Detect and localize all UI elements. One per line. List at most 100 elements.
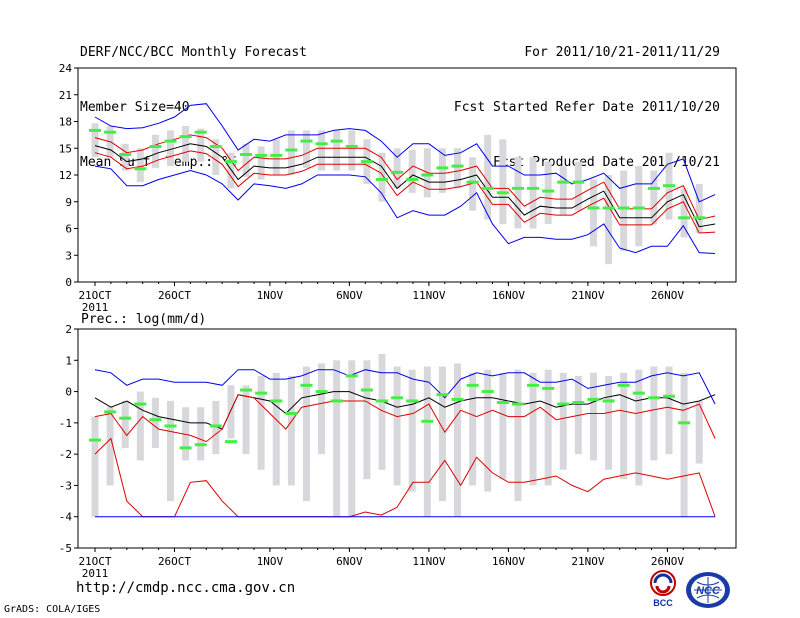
obs-marker xyxy=(557,180,570,184)
spread-bar xyxy=(121,400,129,448)
obs-marker xyxy=(406,177,419,181)
obs-marker xyxy=(345,374,358,378)
obs-marker xyxy=(119,416,132,420)
spread-bar xyxy=(227,152,235,189)
spread-bar xyxy=(589,179,597,247)
obs-marker xyxy=(481,390,494,394)
obs-marker xyxy=(406,399,419,403)
spread-bar xyxy=(227,385,235,439)
obs-marker xyxy=(632,391,645,395)
spread-bar xyxy=(197,407,205,461)
spread-bar xyxy=(408,369,416,492)
x-tick-label: 6NOV xyxy=(336,289,363,302)
y-tick-label: -1 xyxy=(59,417,72,430)
spread-bar xyxy=(272,372,280,486)
obs-marker xyxy=(466,180,479,184)
spread-bar xyxy=(680,188,688,238)
obs-marker xyxy=(587,397,600,401)
spread-bar xyxy=(574,161,582,211)
spread-bar xyxy=(272,139,280,175)
forecast-period: For 2011/10/21-2011/11/29 xyxy=(524,45,720,60)
obs-marker xyxy=(194,443,207,447)
x-tick-label: 26NOV xyxy=(651,289,684,302)
y-tick-label: 18 xyxy=(59,116,72,129)
obs-marker xyxy=(240,388,253,392)
spread-bar xyxy=(605,175,613,265)
series-line-upper-percentile xyxy=(94,394,716,443)
obs-marker xyxy=(542,386,555,390)
spread-bar xyxy=(438,366,446,502)
spread-bar xyxy=(680,372,688,517)
obs-marker xyxy=(662,184,675,188)
spread-bar xyxy=(363,360,371,480)
source-url[interactable]: http://cmdp.ncc.cma.gov.cn xyxy=(76,580,296,596)
spread-bar xyxy=(454,148,462,189)
obs-marker xyxy=(481,186,494,190)
y-tick-label: 6 xyxy=(65,223,72,236)
obs-marker xyxy=(496,191,509,195)
spread-bar xyxy=(635,369,643,486)
member-size: Member Size=40 xyxy=(80,100,190,115)
spread-bar xyxy=(620,372,628,480)
bcc-logo: BCC xyxy=(650,570,676,608)
obs-marker xyxy=(164,139,177,143)
x-year-label: 2011 xyxy=(82,301,109,314)
start-date: Fcst Started Refer Date 2011/10/20 xyxy=(453,100,720,115)
series-line-maximum xyxy=(94,103,716,203)
spread-bar xyxy=(484,369,492,492)
obs-marker xyxy=(300,139,313,143)
chart-panel-1: 0 3 6 9 12 15 18 21 24 21OCT 26OCT 1NOV 6NOV 11NOV 16N… xyxy=(59,62,737,314)
obs-marker xyxy=(315,390,328,394)
obs-marker xyxy=(270,399,283,403)
obs-marker xyxy=(602,399,615,403)
obs-marker xyxy=(285,411,298,415)
spread-bar xyxy=(514,369,522,502)
spread-bar xyxy=(378,354,386,470)
obs-marker xyxy=(451,397,464,401)
spread-bar xyxy=(257,375,265,470)
x-tick-label: 11NOV xyxy=(412,289,445,302)
obs-marker xyxy=(255,153,268,157)
spread-bar xyxy=(318,130,326,171)
y-tick-label: -5 xyxy=(59,542,72,555)
obs-marker xyxy=(119,152,132,156)
header-right: For 2011/10/21-2011/11/29 Fcst Started R… xyxy=(454,8,720,191)
spread-bar xyxy=(182,407,190,461)
spread-bar xyxy=(378,152,386,202)
obs-marker xyxy=(391,396,404,400)
y-tick-label: 21 xyxy=(59,89,72,102)
spread-bar xyxy=(257,146,265,180)
y-tick-label: 3 xyxy=(65,249,72,262)
obs-marker xyxy=(496,401,509,405)
grads-credit: GrADS: COLA/IGES xyxy=(4,604,101,615)
spread-bar xyxy=(393,148,401,189)
y-tick-label: 0 xyxy=(65,386,72,399)
spread-bar xyxy=(559,166,567,216)
obs-marker xyxy=(360,160,373,164)
spread-bar xyxy=(559,372,567,470)
obs-marker xyxy=(164,424,177,428)
spread-bar xyxy=(454,363,462,517)
spread-bar xyxy=(469,372,477,486)
spread-bar xyxy=(469,157,477,211)
spread-bar xyxy=(136,148,144,183)
spread-bar xyxy=(106,407,114,486)
x-tick-label: 16NOV xyxy=(492,555,525,568)
obs-marker xyxy=(149,144,162,148)
obs-marker xyxy=(527,186,540,190)
y-tick-label: 24 xyxy=(59,62,73,75)
x-tick-label: 1NOV xyxy=(257,289,284,302)
obs-marker xyxy=(451,164,464,168)
series-line-upper-percentile xyxy=(94,134,716,221)
spread-bar xyxy=(182,125,190,162)
x-tick-label: 26OCT xyxy=(158,555,191,568)
obs-marker xyxy=(678,216,691,220)
spread-bar xyxy=(695,183,703,233)
spread-bar xyxy=(151,134,159,168)
ncc-logo-text: NCC xyxy=(696,585,721,597)
x-year-label: 2011 xyxy=(82,567,109,580)
obs-marker xyxy=(360,388,373,392)
obs-marker xyxy=(224,160,237,164)
spread-bar xyxy=(423,366,431,517)
spread-bar xyxy=(665,366,673,455)
